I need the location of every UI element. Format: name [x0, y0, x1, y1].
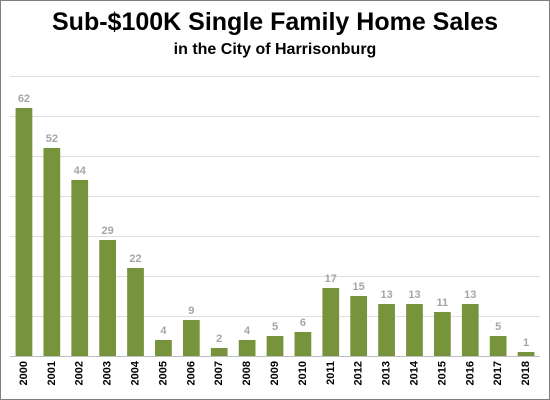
data-label-2008: 4	[244, 325, 251, 337]
bar-2015	[434, 312, 451, 356]
bar-2010	[294, 332, 312, 356]
chart-title: Sub-$100K Single Family Home Sales	[52, 8, 498, 36]
x-tick-label-2017: 2017	[492, 361, 504, 385]
data-label-2007: 2	[216, 333, 222, 345]
x-tick-label-2010: 2010	[297, 361, 309, 385]
data-label-2002: 44	[74, 165, 87, 177]
x-tick-label-2014: 2014	[408, 360, 420, 385]
x-tick-label-2012: 2012	[353, 361, 365, 385]
x-tick-label-2003: 2003	[102, 361, 114, 385]
data-label-2005: 4	[160, 325, 167, 337]
x-tick-label-2002: 2002	[74, 361, 86, 385]
data-label-2018: 1	[523, 337, 529, 349]
bar-2006	[182, 320, 200, 356]
data-label-2017: 5	[495, 321, 501, 333]
x-tick-label-2001: 2001	[46, 361, 58, 385]
data-label-2000: 62	[18, 93, 30, 105]
bar-2014	[406, 304, 423, 356]
x-tick-label-2007: 2007	[213, 361, 225, 385]
x-tick-label-2004: 2004	[130, 360, 142, 385]
x-tick-label-2018: 2018	[520, 361, 532, 385]
bar-2013	[378, 304, 395, 356]
data-label-2001: 52	[46, 133, 58, 145]
x-tick-label-2006: 2006	[185, 361, 197, 385]
x-tick-label-2013: 2013	[381, 361, 393, 385]
data-label-2004: 22	[129, 253, 141, 265]
x-tick-label-2016: 2016	[464, 361, 476, 385]
data-label-2013: 13	[380, 289, 392, 301]
bar-2007	[210, 348, 228, 356]
bar-2000	[15, 108, 33, 356]
data-label-2009: 5	[272, 321, 278, 333]
chart-subtitle: in the City of Harrisonburg	[173, 41, 377, 58]
bar-2008	[238, 340, 256, 356]
data-label-2016: 13	[464, 289, 476, 301]
bar-2011	[322, 288, 340, 356]
data-label-2010: 6	[300, 317, 306, 329]
x-tick-label-2015: 2015	[436, 361, 448, 385]
data-label-2003: 29	[102, 225, 114, 237]
x-tick-label-2011: 2011	[325, 361, 337, 385]
data-label-2015: 11	[437, 297, 449, 309]
bar-2016	[461, 304, 479, 356]
x-tick-label-2005: 2005	[157, 361, 169, 385]
bar-2005	[155, 340, 172, 356]
bar-2002	[71, 180, 89, 356]
bar-2004	[127, 268, 144, 356]
bar-2017	[489, 336, 507, 356]
bar-2001	[43, 148, 61, 356]
x-tick-label-2000: 2000	[18, 361, 30, 385]
data-label-2006: 9	[188, 305, 194, 317]
bar-2012	[350, 296, 368, 356]
x-tick-label-2008: 2008	[241, 361, 253, 385]
bar-2003	[99, 240, 116, 356]
data-label-2011: 17	[325, 273, 337, 285]
data-label-2012: 15	[353, 281, 365, 293]
bar-2018	[517, 352, 535, 356]
bar-2009	[266, 336, 284, 356]
x-tick-label-2009: 2009	[269, 361, 281, 385]
data-label-2014: 13	[408, 289, 420, 301]
